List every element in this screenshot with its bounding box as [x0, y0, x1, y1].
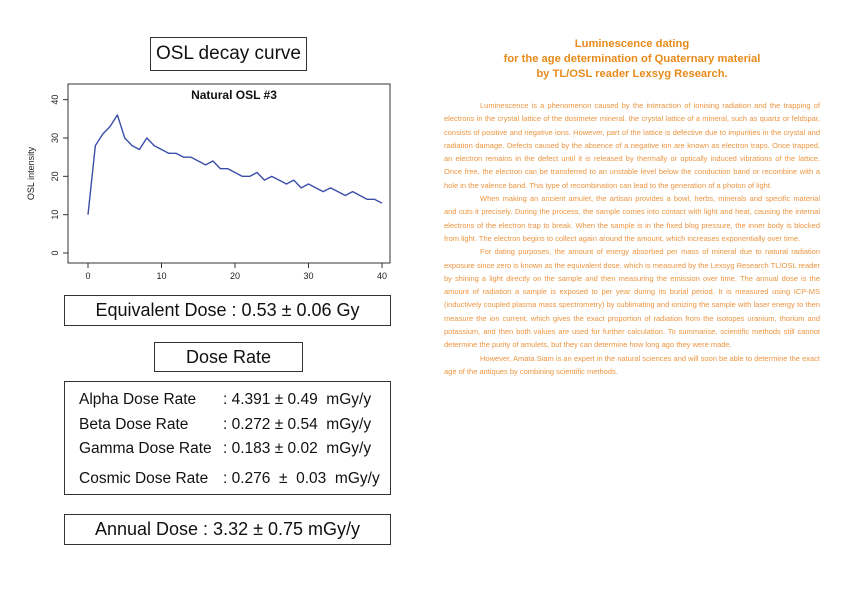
- cosmic-dose-rate-row: Cosmic Dose Rate : 0.276 ± 0.03 mGy/y: [79, 467, 390, 492]
- x-tick-label: 30: [303, 271, 313, 281]
- chart-title: Natural OSL #3: [191, 88, 277, 102]
- article-body: Luminescence is a phenomenon caused by t…: [444, 99, 820, 378]
- plot-frame: [67, 83, 391, 264]
- osl-series-line: [87, 114, 383, 215]
- rate-name: Gamma Dose Rate: [79, 440, 212, 458]
- x-tick-label: 20: [230, 271, 240, 281]
- article-paragraph: However, Amata Siam is an expert in the …: [444, 353, 820, 376]
- equivalent-dose-box: Equivalent Dose : 0.53 ± 0.06 Gy: [64, 295, 391, 326]
- osl-decay-title: OSL decay curve: [150, 37, 307, 71]
- gamma-dose-rate-row: Gamma Dose Rate : 0.183 ± 0.02 mGy/y: [79, 437, 390, 462]
- beta-dose-rate-row: Beta Dose Rate : 0.272 ± 0.54 mGy/y: [79, 413, 390, 438]
- article-paragraph: For dating purposes, the amount of energ…: [444, 247, 820, 350]
- rate-value: : 0.276 ± 0.03 mGy/y: [223, 469, 380, 487]
- y-tick-label: 30: [50, 133, 60, 143]
- article-paragraph: When making an ancient amulet, the artis…: [444, 194, 820, 243]
- y-tick-label: 20: [50, 171, 60, 181]
- heading-line: for the age determination of Quaternary …: [503, 53, 761, 65]
- osl-decay-chart: Natural OSL #3 OSL intensity 0 10 20 30 40 0 10 2…: [26, 83, 391, 281]
- dose-rates-box: Alpha Dose Rate : 4.391 ± 0.49 mGy/y Bet…: [64, 381, 391, 495]
- rate-value: : 0.183 ± 0.02 mGy/y: [223, 440, 372, 458]
- y-tick-label: 40: [50, 95, 60, 105]
- rate-name: Alpha Dose Rate: [79, 391, 197, 409]
- heading-line: by TL/OSL reader Lexsyg Research.: [536, 68, 728, 80]
- x-tick-label: 0: [85, 271, 90, 281]
- article-heading: Luminescence dating for the age determin…: [444, 37, 820, 82]
- annual-dose-box: Annual Dose : 3.32 ± 0.75 mGy/y: [64, 514, 391, 545]
- y-tick-label: 0: [50, 250, 60, 255]
- x-tick-label: 10: [156, 271, 166, 281]
- rate-name: Beta Dose Rate: [79, 415, 189, 433]
- y-tick-label: 10: [50, 210, 60, 220]
- rate-value: : 0.272 ± 0.54 mGy/y: [223, 415, 372, 433]
- rate-value: : 4.391 ± 0.49 mGy/y: [223, 391, 372, 409]
- heading-line: Luminescence dating: [574, 38, 690, 50]
- rate-name: Cosmic Dose Rate: [79, 469, 209, 487]
- y-axis-label: OSL intensity: [26, 146, 36, 200]
- article-paragraph: Luminescence is a phenomenon caused by t…: [444, 101, 820, 190]
- dose-rate-title: Dose Rate: [154, 342, 303, 372]
- alpha-dose-rate-row: Alpha Dose Rate : 4.391 ± 0.49 mGy/y: [79, 388, 390, 413]
- x-tick-label: 40: [377, 271, 387, 281]
